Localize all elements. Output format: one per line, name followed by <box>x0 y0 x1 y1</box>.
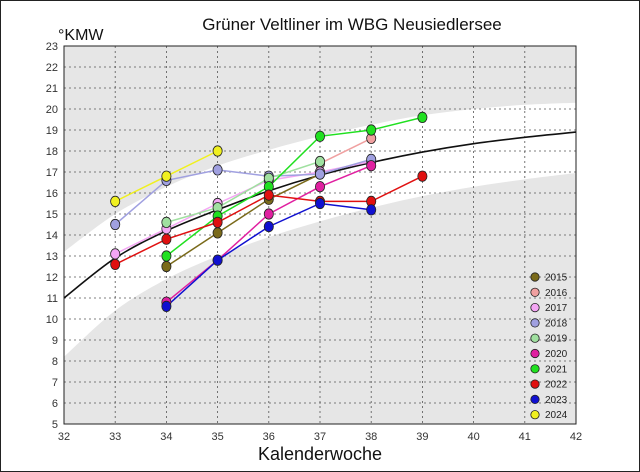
upper-band <box>64 46 576 252</box>
series-line-2018 <box>114 158 372 226</box>
y-tick-label: 17 <box>46 167 58 179</box>
data-point-2024 <box>212 145 223 157</box>
legend-marker-2016 <box>530 287 540 297</box>
tick-labels: 32 33 34 35 36 37 38 39 40 41 42 5 6 7 8 9 10 11 12 13 14 15 1… <box>46 41 582 443</box>
legend-marker-2019 <box>530 333 540 343</box>
y-axis-unit: °KMW <box>58 27 104 44</box>
data-point-2023 <box>161 300 172 312</box>
data-point-2023 <box>314 197 325 210</box>
x-tick-label: 33 <box>109 431 121 443</box>
data-point-2018 <box>212 164 223 176</box>
data-point-2015 <box>212 227 223 239</box>
y-tick-label: 9 <box>52 335 58 347</box>
y-tick-label: 16 <box>46 188 58 200</box>
x-tick-label: 35 <box>211 431 223 443</box>
legend-label-2019: 2019 <box>545 334 568 345</box>
data-point-2023 <box>212 254 223 266</box>
legend: 2015 2016 2017 2018 2019 2020 2021 2022 2023 2024 <box>530 272 568 421</box>
legend-marker-2015 <box>530 272 540 282</box>
legend-label-2017: 2017 <box>545 303 568 314</box>
plot-area: 32 33 34 35 36 37 38 39 40 41 42 5 6 7 8 9 10 11 12 13 14 15 1… <box>46 41 582 443</box>
y-tick-label: 12 <box>46 272 58 284</box>
x-tick-label: 34 <box>160 431 172 443</box>
data-point-2020 <box>314 181 325 193</box>
x-tick-label: 36 <box>263 431 275 443</box>
data-point-2023 <box>366 204 377 216</box>
data-point-2022 <box>263 189 274 201</box>
y-tick-label: 7 <box>52 377 58 389</box>
x-tick-label: 38 <box>365 431 377 443</box>
data-point-2022 <box>212 216 223 228</box>
legend-label-2021: 2021 <box>545 364 568 375</box>
y-tick-label: 14 <box>46 230 58 242</box>
x-axis-label: Kalenderwoche <box>258 444 382 464</box>
data-point-2021 <box>366 124 377 136</box>
data-point-2017 <box>110 248 121 260</box>
legend-marker-2018 <box>530 318 540 328</box>
y-tick-label: 5 <box>52 419 58 431</box>
y-tick-label: 21 <box>46 83 58 95</box>
x-tick-label: 41 <box>519 431 531 443</box>
legend-marker-2024 <box>530 410 540 420</box>
y-tick-label: 10 <box>46 314 58 326</box>
data-point-2023 <box>263 221 274 233</box>
y-tick-label: 6 <box>52 398 58 410</box>
legend-label-2020: 2020 <box>545 349 568 360</box>
data-point-2020 <box>263 208 274 220</box>
series-points <box>110 111 428 312</box>
legend-label-2022: 2022 <box>545 380 568 391</box>
y-tick-label: 20 <box>46 104 58 116</box>
background-bands <box>64 46 576 424</box>
data-point-2024 <box>161 170 172 182</box>
x-tick-label: 32 <box>58 431 70 443</box>
legend-marker-2021 <box>530 364 540 374</box>
series-line-2021 <box>165 116 423 257</box>
data-point-2021 <box>161 250 172 262</box>
legend-marker-2020 <box>530 348 540 359</box>
y-tick-label: 23 <box>46 41 58 53</box>
lower-band <box>64 173 576 424</box>
data-point-2018 <box>110 218 121 231</box>
data-point-2015 <box>161 260 172 273</box>
y-tick-label: 11 <box>47 293 58 305</box>
legend-label-2023: 2023 <box>545 395 568 406</box>
data-point-2022 <box>161 233 172 245</box>
legend-marker-2017 <box>530 302 540 313</box>
legend-label-2024: 2024 <box>545 410 568 421</box>
legend-label-2016: 2016 <box>545 288 568 299</box>
legend-marker-2022 <box>530 379 540 389</box>
y-tick-label: 8 <box>52 356 58 368</box>
legend-label-2015: 2015 <box>545 273 568 284</box>
series-line-2019 <box>166 160 321 224</box>
data-point-2022 <box>417 170 428 182</box>
legend-marker-2023 <box>530 394 540 404</box>
data-point-2022 <box>110 258 121 270</box>
series-line-2015 <box>165 173 321 268</box>
x-tick-label: 37 <box>314 431 326 443</box>
series-line-2016 <box>319 137 372 165</box>
y-tick-label: 19 <box>46 125 58 137</box>
y-tick-label: 22 <box>46 62 58 74</box>
x-tick-label: 42 <box>570 431 582 443</box>
chart-title: Grüner Veltliner im WBG Neusiedlersee <box>202 15 502 34</box>
y-tick-label: 13 <box>46 251 58 263</box>
series-line-2017 <box>114 160 372 255</box>
data-point-2019 <box>161 216 172 228</box>
y-tick-label: 18 <box>46 146 58 158</box>
legend-label-2018: 2018 <box>545 318 568 329</box>
data-point-2024 <box>110 195 121 207</box>
data-point-2020 <box>366 160 377 172</box>
data-point-2018 <box>314 168 325 180</box>
y-tick-label: 15 <box>46 209 58 221</box>
data-point-2021 <box>314 130 325 142</box>
plot-border <box>63 45 577 425</box>
x-tick-label: 39 <box>416 431 428 443</box>
data-point-2019 <box>314 155 325 168</box>
x-tick-label: 40 <box>467 431 479 443</box>
data-point-2021 <box>417 111 428 124</box>
